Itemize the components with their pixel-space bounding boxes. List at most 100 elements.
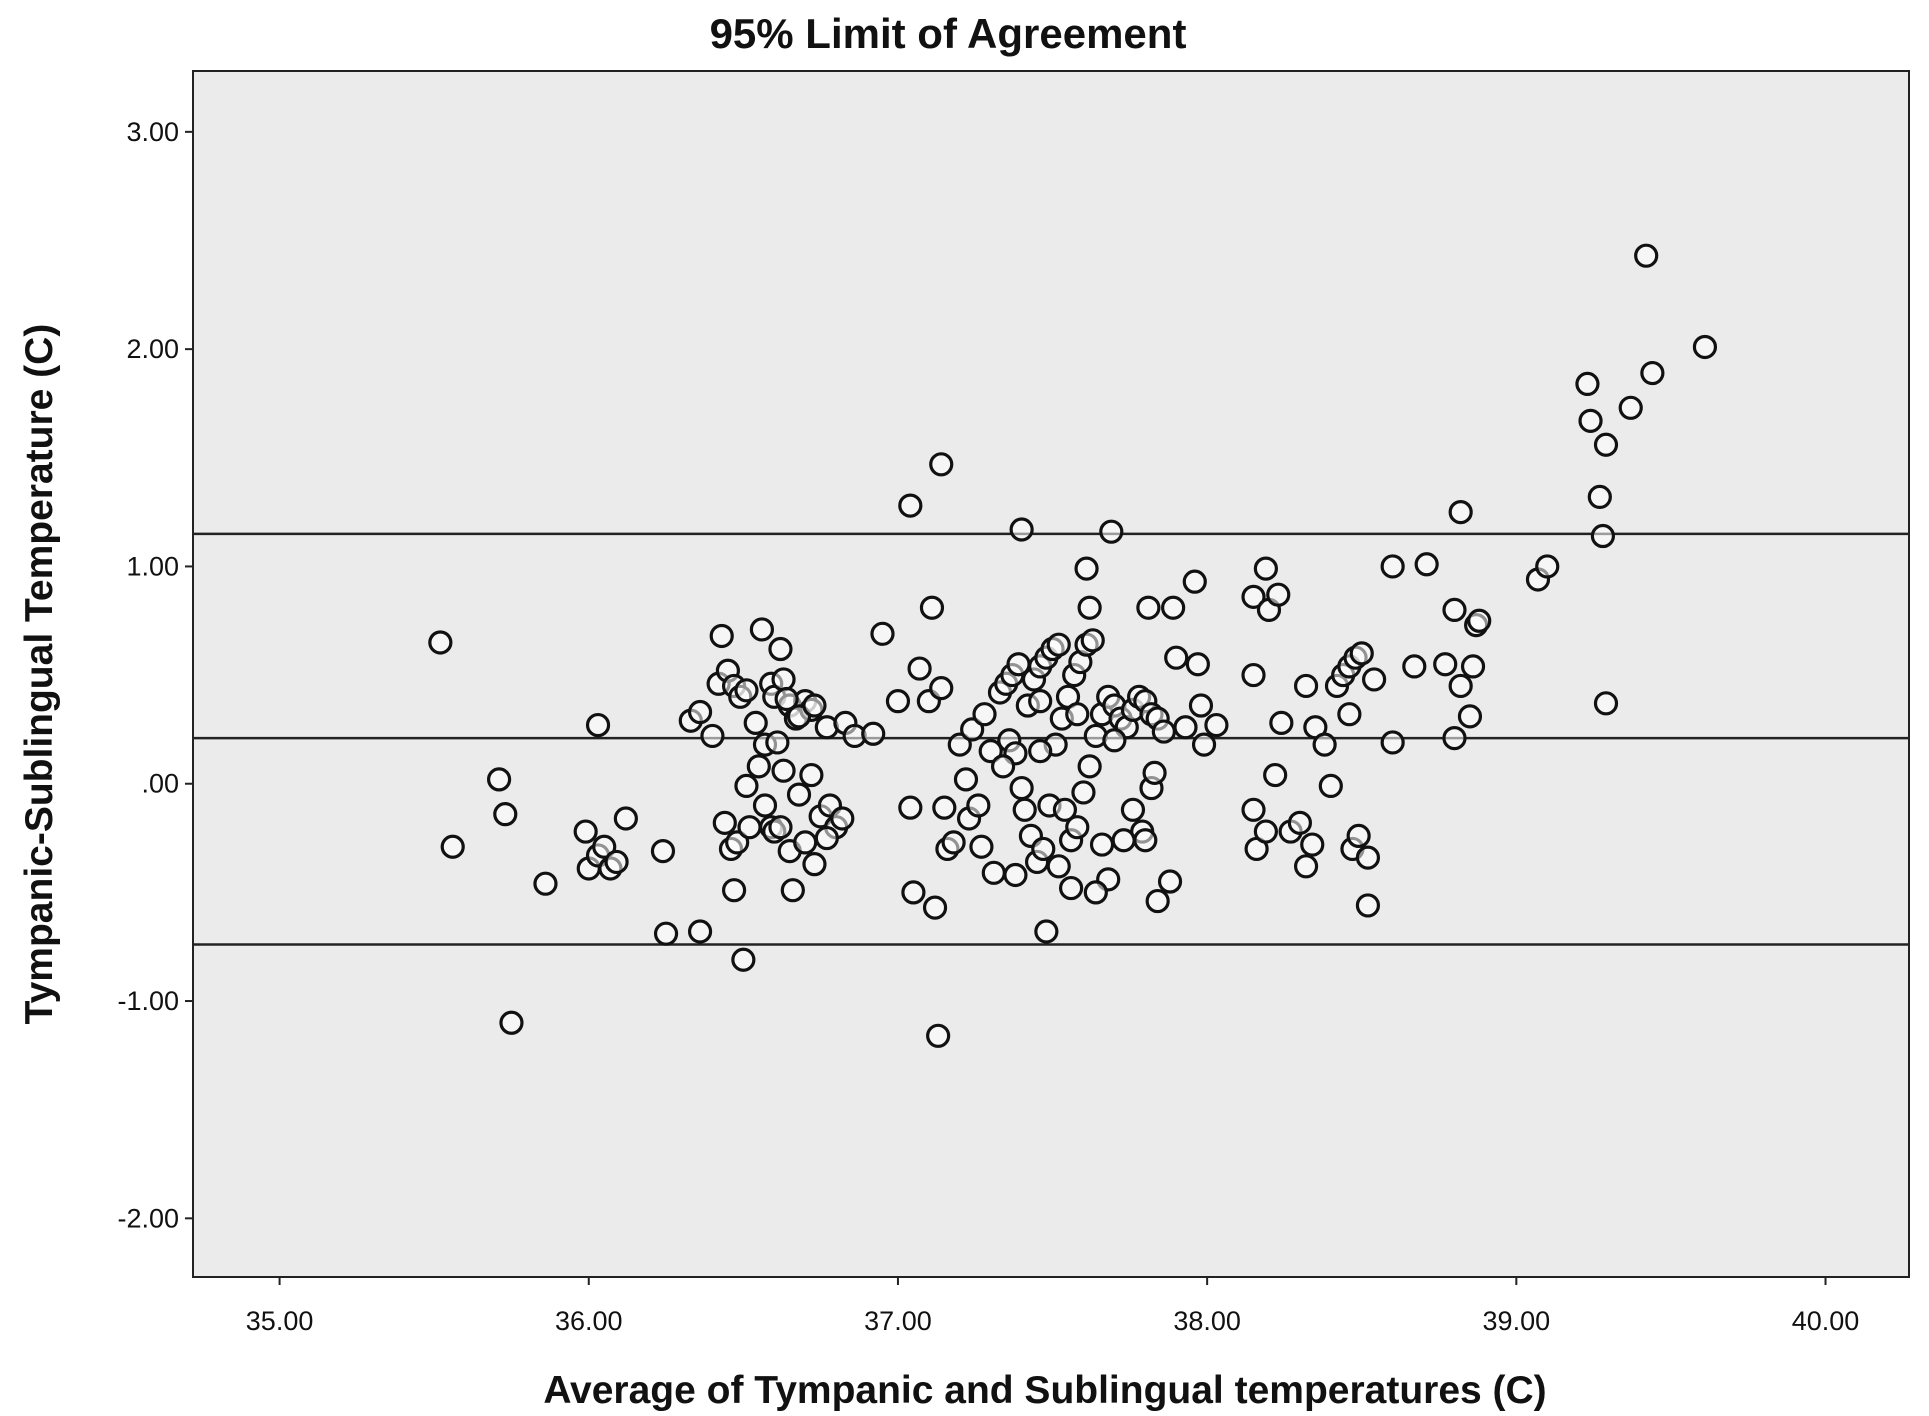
data-point bbox=[1052, 797, 1078, 822]
data-point bbox=[749, 617, 775, 642]
data-point bbox=[700, 723, 725, 749]
data-point bbox=[990, 754, 1016, 779]
data-point bbox=[929, 676, 954, 701]
data-point bbox=[1587, 484, 1612, 510]
data-point bbox=[1031, 836, 1056, 862]
data-point bbox=[870, 621, 895, 646]
x-tick-label: 39.00 bbox=[1483, 1306, 1551, 1336]
data-point bbox=[1460, 654, 1486, 679]
data-point bbox=[1578, 408, 1603, 433]
data-point bbox=[1046, 854, 1071, 879]
data-point bbox=[898, 795, 923, 820]
data-point bbox=[486, 767, 512, 792]
data-point bbox=[1074, 556, 1099, 581]
data-point bbox=[734, 678, 759, 703]
data-point bbox=[653, 921, 679, 946]
data-point bbox=[1133, 828, 1158, 853]
data-point bbox=[493, 802, 518, 827]
data-point bbox=[907, 656, 932, 681]
data-point bbox=[709, 623, 734, 649]
data-point bbox=[1241, 584, 1266, 609]
data-point bbox=[947, 732, 972, 757]
data-point bbox=[1535, 554, 1560, 579]
data-point bbox=[953, 767, 979, 792]
data-point bbox=[1263, 762, 1288, 788]
data-point bbox=[771, 758, 796, 783]
data-point bbox=[734, 773, 759, 799]
data-point bbox=[1028, 689, 1053, 714]
data-point bbox=[1111, 828, 1136, 853]
data-point bbox=[731, 947, 756, 972]
data-point bbox=[1590, 523, 1616, 549]
data-point bbox=[901, 880, 926, 905]
data-point bbox=[1640, 360, 1665, 386]
data-point bbox=[960, 717, 985, 742]
data-point bbox=[898, 493, 923, 518]
data-point bbox=[919, 595, 945, 620]
y-tick-label: -1.00 bbox=[117, 986, 179, 1016]
x-tick-label: 40.00 bbox=[1792, 1306, 1860, 1336]
data-point bbox=[786, 782, 812, 807]
data-point bbox=[926, 1023, 951, 1048]
data-point bbox=[765, 730, 790, 755]
data-point bbox=[932, 795, 957, 820]
data-point bbox=[428, 630, 453, 655]
data-point bbox=[1349, 641, 1374, 666]
data-point bbox=[1012, 797, 1037, 822]
data-point bbox=[585, 712, 611, 738]
data-point bbox=[1346, 823, 1371, 848]
data-point bbox=[687, 919, 713, 944]
data-point bbox=[1065, 702, 1090, 727]
data-point bbox=[981, 860, 1006, 885]
data-point bbox=[592, 834, 617, 859]
data-point bbox=[1266, 582, 1291, 607]
y-tick-label: 2.00 bbox=[126, 334, 179, 364]
data-point bbox=[1269, 710, 1294, 735]
data-point bbox=[1355, 845, 1381, 870]
data-point bbox=[650, 838, 676, 864]
chart-title: 95% Limit of Agreement bbox=[710, 10, 1187, 57]
x-tick-label: 37.00 bbox=[864, 1306, 932, 1336]
data-point bbox=[1442, 726, 1467, 751]
data-point bbox=[1173, 715, 1198, 740]
data-point bbox=[604, 849, 629, 875]
data-point bbox=[1618, 395, 1643, 420]
data-point bbox=[721, 878, 747, 903]
data-point bbox=[440, 834, 465, 859]
data-point bbox=[725, 830, 750, 855]
data-point bbox=[1593, 691, 1619, 716]
y-tick-label: 1.00 bbox=[126, 551, 179, 581]
data-point bbox=[1467, 608, 1492, 633]
data-point bbox=[814, 825, 839, 851]
data-point bbox=[1312, 732, 1337, 757]
data-point bbox=[1077, 595, 1102, 620]
data-point bbox=[1080, 628, 1105, 653]
x-tick-label: 35.00 bbox=[246, 1306, 314, 1336]
data-point bbox=[941, 830, 966, 855]
data-point bbox=[1318, 773, 1343, 799]
x-tick-label: 38.00 bbox=[1173, 1306, 1241, 1336]
data-point bbox=[1191, 732, 1217, 757]
data-point bbox=[1253, 819, 1278, 844]
data-point bbox=[687, 699, 713, 725]
y-axis-label: Tympanic-Sublingual Temperature (C) bbox=[18, 324, 61, 1025]
data-point bbox=[1337, 702, 1362, 727]
data-point bbox=[1142, 760, 1167, 785]
data-point bbox=[1164, 645, 1189, 670]
data-point bbox=[1161, 595, 1186, 620]
data-point bbox=[1380, 554, 1405, 579]
data-point bbox=[1380, 730, 1405, 755]
data-point bbox=[861, 721, 886, 746]
data-point bbox=[1065, 815, 1090, 840]
data-point bbox=[1355, 893, 1381, 918]
data-point bbox=[1442, 597, 1467, 622]
data-point bbox=[1253, 556, 1278, 581]
data-point bbox=[1188, 693, 1214, 718]
data-point bbox=[1692, 334, 1718, 360]
x-tick-label: 36.00 bbox=[555, 1306, 623, 1336]
data-point bbox=[1185, 652, 1210, 677]
data-point bbox=[1009, 517, 1034, 542]
data-point bbox=[929, 452, 954, 477]
data-point bbox=[1362, 667, 1387, 692]
